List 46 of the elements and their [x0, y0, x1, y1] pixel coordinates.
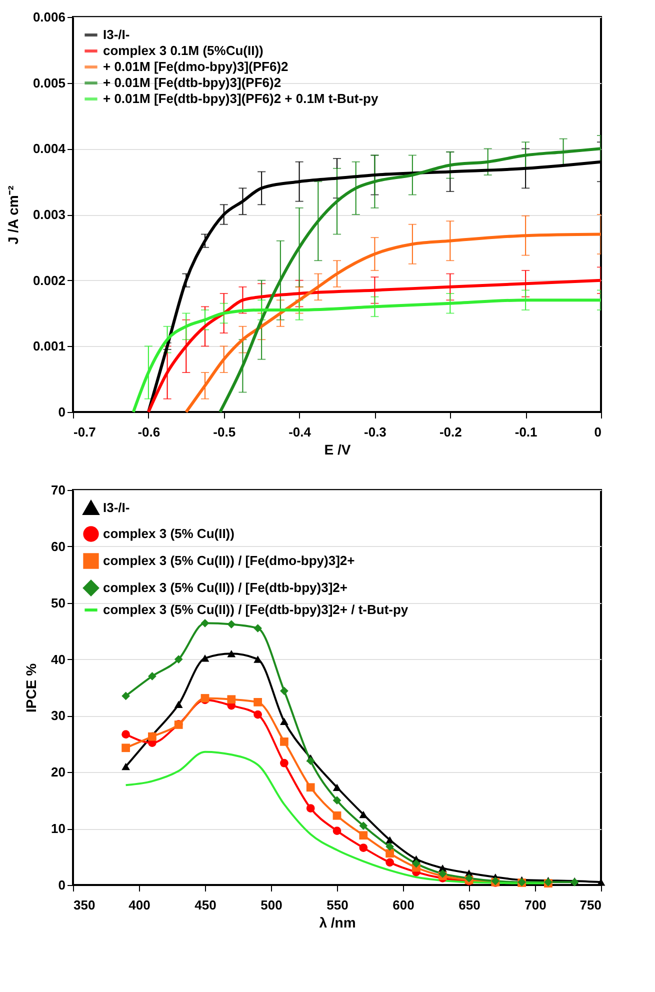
x-tick-label: 350 [74, 898, 96, 912]
y-tick-label: 0.005 [32, 75, 66, 90]
legend-label: complex 3 (5% Cu(II)) / [Fe(dmo-bpy)3]2+ [103, 553, 356, 568]
y-tick-label: 60 [51, 538, 66, 554]
x-tick-label: -0.1 [514, 424, 538, 440]
x-tick-label: 450 [194, 898, 216, 912]
y-tick-label: 0.003 [32, 207, 66, 222]
legend-label: complex 3 (5% Cu(II)) / [Fe(dtb-bpy)3]2+ [103, 580, 348, 595]
legend-label: I3-/I- [103, 27, 130, 42]
y-tick-label: 0.001 [32, 338, 66, 354]
x-tick-label: -0.6 [138, 424, 160, 440]
y-tick-label: 40 [51, 652, 66, 667]
legend-label: + 0.01M [Fe(dtb-bpy)3](PF6)2 + 0.1M t-But-py [103, 91, 379, 106]
x-tick-label: 650 [458, 898, 480, 912]
y-tick-label: 10 [51, 821, 66, 836]
y-tick-label: 0 [58, 404, 66, 420]
y-tick-label: 30 [51, 708, 66, 724]
y-tick-label: 20 [51, 764, 66, 780]
x-tick-label: 500 [260, 898, 282, 912]
legend-label: + 0.01M [Fe(dmo-bpy)3](PF6)2 [103, 59, 288, 74]
y-tick-label: 0.004 [32, 141, 66, 156]
legend-label: I3-/I- [103, 500, 130, 515]
x-tick-label: -0.2 [439, 424, 462, 440]
legend-label: complex 3 (5% Cu(II)) [103, 526, 234, 541]
x-axis-title: E /V [324, 442, 352, 458]
x-tick-label: -0.5 [213, 424, 236, 440]
y-tick-label: 50 [51, 595, 66, 610]
x-tick-label: 400 [128, 898, 150, 912]
y-tick-label: 0.006 [32, 10, 66, 24]
x-axis-title: λ /nm [319, 914, 356, 930]
x-tick-label: 750 [580, 898, 602, 912]
x-tick-label: -0.3 [364, 424, 386, 440]
y-axis-title: IPCE % [23, 662, 40, 713]
x-tick-label: 550 [326, 898, 348, 912]
x-tick-label: -0.7 [74, 424, 96, 440]
legend-label: complex 3 0.1M (5%Cu(II)) [103, 43, 264, 58]
y-tick-label: 0 [58, 878, 66, 892]
x-tick-label: -0.4 [288, 424, 312, 440]
x-tick-label: 600 [392, 898, 414, 912]
legend-label: complex 3 (5% Cu(II)) / [Fe(dtb-bpy)3]2+ / t-But-py [103, 602, 409, 617]
x-tick-label: 700 [524, 898, 546, 912]
x-tick-label: 0 [594, 424, 602, 440]
legend-label: + 0.01M [Fe(dtb-bpy)3](PF6)2 [103, 75, 282, 90]
y-axis-title: J /A cm⁻² [4, 185, 21, 244]
y-tick-label: 0.002 [32, 272, 66, 288]
y-tick-label: 70 [51, 482, 66, 498]
